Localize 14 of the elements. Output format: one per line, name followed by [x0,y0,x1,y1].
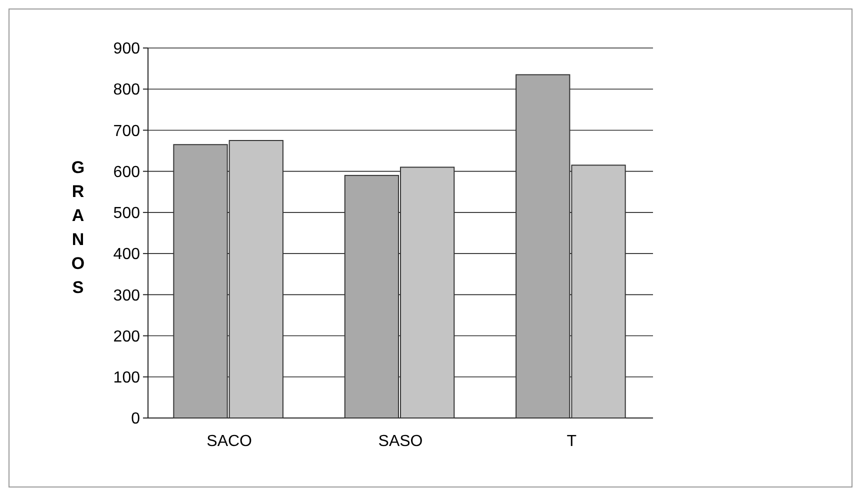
x-tick-label: T [566,433,577,450]
y-tick-label: 600 [113,164,140,181]
y-tick-label: 900 [113,40,140,58]
y-tick-label: 300 [113,287,140,304]
x-tick-label: SASO [378,433,423,450]
y-tick-label: 200 [113,328,140,346]
y-tick-label: 100 [113,369,140,386]
y-axis-title: GRANOS [71,158,85,297]
x-tick-label: SACO [206,433,252,450]
y-tick-label: 400 [113,246,140,264]
y-tick-label: 700 [113,122,140,140]
y-tick-label: 500 [113,205,140,222]
y-tick-label: 800 [113,82,140,99]
y-tick-label: 0 [131,410,140,428]
